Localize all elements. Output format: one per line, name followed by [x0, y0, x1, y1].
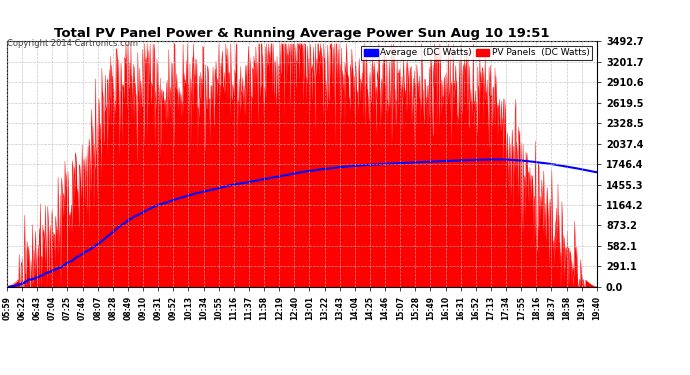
Text: Copyright 2014 Cartronics.com: Copyright 2014 Cartronics.com: [7, 39, 138, 48]
Legend: Average  (DC Watts), PV Panels  (DC Watts): Average (DC Watts), PV Panels (DC Watts): [362, 46, 592, 60]
Title: Total PV Panel Power & Running Average Power Sun Aug 10 19:51: Total PV Panel Power & Running Average P…: [54, 27, 550, 40]
